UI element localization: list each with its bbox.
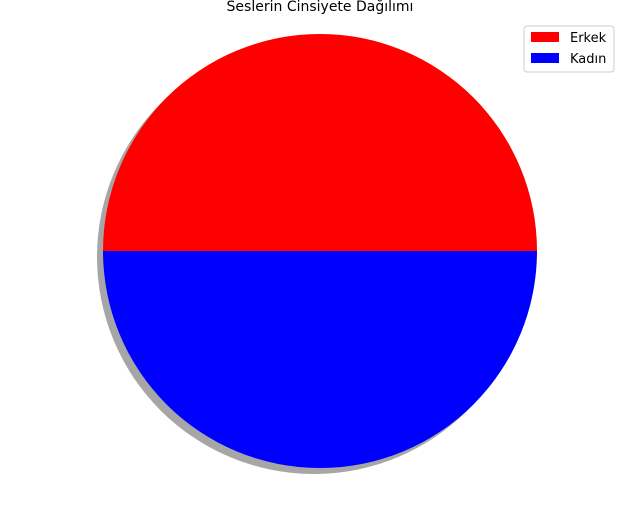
legend-items: Erkek Kadın [531, 31, 607, 67]
legend-swatch-erkek [531, 32, 559, 42]
legend: Erkek Kadın [523, 25, 615, 73]
pie-slice-kadın [103, 251, 537, 468]
chart-title: Seslerin Cinsiyete Dağılımı [227, 0, 414, 15]
legend-item-erkek: Erkek [531, 31, 607, 46]
legend-item-kadın: Kadın [531, 52, 606, 67]
legend-label-kadın: Kadın [570, 52, 606, 67]
pie-slice-erkek [103, 34, 537, 251]
pie-slices [103, 34, 537, 468]
legend-label-erkek: Erkek [570, 31, 607, 46]
legend-swatch-kadın [531, 53, 559, 63]
